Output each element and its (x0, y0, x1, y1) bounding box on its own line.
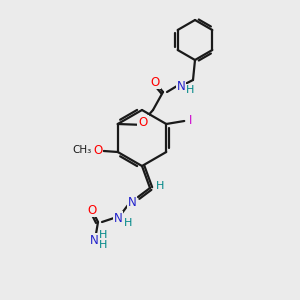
Text: N: N (90, 233, 98, 247)
Text: H: H (156, 181, 164, 191)
Text: H: H (99, 230, 107, 240)
Text: O: O (138, 116, 148, 128)
Text: N: N (128, 196, 136, 208)
Text: N: N (114, 212, 122, 224)
Text: H: H (124, 218, 132, 228)
Text: N: N (177, 80, 185, 92)
Text: H: H (99, 240, 107, 250)
Text: O: O (93, 143, 102, 157)
Text: I: I (189, 113, 192, 127)
Text: CH₃: CH₃ (72, 145, 92, 155)
Text: H: H (186, 85, 194, 95)
Text: O: O (150, 76, 160, 88)
Text: O: O (87, 203, 97, 217)
